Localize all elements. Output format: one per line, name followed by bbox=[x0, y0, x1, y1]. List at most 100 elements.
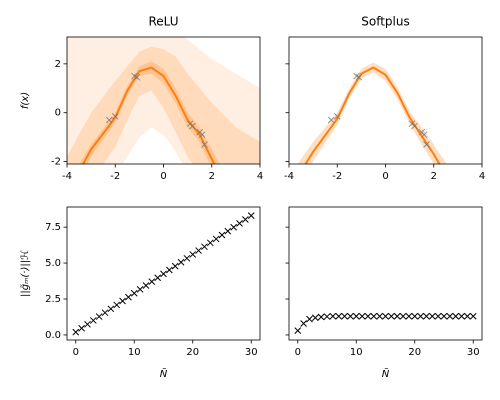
panel: Ñ 0 10 20 30 bbox=[285, 206, 483, 380]
x-tick-label: 4 bbox=[479, 171, 485, 182]
x-tick-label: 0 bbox=[382, 171, 388, 182]
point bbox=[387, 312, 395, 320]
point bbox=[247, 212, 255, 219]
point bbox=[333, 113, 341, 120]
y-tick-label: 7.5 bbox=[45, 222, 61, 233]
y-axis-label: ||g̃ₘ(·)||ℋ bbox=[19, 250, 31, 297]
axes-frame bbox=[66, 36, 261, 165]
point bbox=[195, 247, 202, 254]
point bbox=[464, 312, 471, 320]
panel: Softplus -4 -2 0 2 4 bbox=[284, 15, 485, 183]
point bbox=[411, 312, 419, 320]
x-tick-label: 20 bbox=[186, 347, 199, 358]
y-tick-label: 2.5 bbox=[45, 294, 61, 305]
point bbox=[434, 312, 442, 320]
point bbox=[236, 220, 243, 227]
point bbox=[177, 258, 185, 266]
band bbox=[67, 46, 260, 164]
point bbox=[423, 312, 430, 320]
x-tick-label: 30 bbox=[245, 347, 258, 358]
x-tick-label: 2 bbox=[209, 171, 215, 182]
point bbox=[364, 312, 372, 320]
point bbox=[382, 312, 389, 320]
point bbox=[323, 313, 331, 320]
point bbox=[230, 223, 238, 231]
point bbox=[417, 312, 424, 320]
point bbox=[171, 262, 179, 270]
point bbox=[206, 239, 214, 247]
point bbox=[440, 312, 448, 320]
band bbox=[67, 37, 260, 164]
point bbox=[294, 327, 302, 335]
point bbox=[327, 116, 335, 124]
mean-line bbox=[81, 66, 216, 164]
point bbox=[242, 216, 249, 223]
x-tick-label: 2 bbox=[431, 171, 437, 182]
x-tick-label: 0 bbox=[73, 347, 79, 358]
point bbox=[119, 297, 126, 305]
x-tick-label: 4 bbox=[257, 171, 263, 182]
point bbox=[107, 305, 115, 313]
y-tick-label: 5.0 bbox=[45, 258, 61, 269]
point bbox=[399, 312, 407, 320]
point bbox=[78, 324, 85, 332]
point bbox=[125, 293, 132, 301]
point bbox=[183, 254, 191, 262]
point bbox=[136, 286, 144, 293]
point bbox=[355, 73, 363, 81]
plot-area bbox=[294, 312, 477, 335]
x-tick-label: 20 bbox=[408, 347, 421, 358]
point bbox=[198, 131, 206, 139]
x-axis-label: Ñ bbox=[160, 367, 168, 380]
point bbox=[306, 315, 313, 323]
point bbox=[423, 141, 430, 148]
y-axis-label: f(x) bbox=[20, 92, 31, 109]
plot-area bbox=[67, 37, 260, 164]
plot-area bbox=[297, 62, 447, 164]
point bbox=[317, 313, 325, 321]
point bbox=[111, 113, 119, 120]
point bbox=[148, 278, 156, 285]
x-tick-label: -4 bbox=[284, 171, 294, 182]
point bbox=[113, 301, 121, 309]
point bbox=[469, 312, 477, 320]
point bbox=[370, 312, 378, 320]
mean-line bbox=[304, 66, 441, 164]
point bbox=[376, 312, 384, 320]
point bbox=[105, 116, 113, 124]
point bbox=[154, 274, 162, 282]
point bbox=[165, 266, 173, 274]
y-tick-label: 2 bbox=[55, 59, 61, 70]
x-tick-label: 0 bbox=[295, 347, 301, 358]
point bbox=[393, 312, 401, 320]
band bbox=[79, 61, 220, 164]
point bbox=[311, 314, 319, 322]
y-tick-label: -2 bbox=[51, 157, 61, 168]
axes-frame bbox=[288, 206, 483, 341]
point bbox=[341, 312, 348, 320]
x-tick-label: -4 bbox=[62, 171, 72, 182]
point bbox=[130, 289, 138, 297]
point bbox=[458, 312, 465, 320]
point bbox=[142, 282, 150, 289]
band bbox=[297, 62, 447, 164]
point bbox=[335, 312, 343, 320]
point bbox=[428, 312, 436, 320]
axes-frame bbox=[66, 206, 261, 341]
y-tick-label: 0.0 bbox=[45, 330, 61, 341]
point bbox=[95, 313, 103, 320]
x-tick-label: 10 bbox=[350, 347, 363, 358]
point bbox=[352, 312, 360, 320]
y-tick-label: 0 bbox=[55, 108, 61, 119]
panel-title: ReLU bbox=[148, 15, 178, 29]
point bbox=[89, 317, 97, 324]
point bbox=[101, 309, 109, 317]
point bbox=[358, 312, 366, 320]
x-tick-label: 30 bbox=[467, 347, 480, 358]
point bbox=[329, 312, 337, 320]
point bbox=[224, 227, 232, 235]
panel: Ñ ||g̃ₘ(·)||ℋ 0 10 20 30 0.0 2.5 5.0 7.5 bbox=[19, 206, 261, 380]
point bbox=[189, 122, 196, 130]
